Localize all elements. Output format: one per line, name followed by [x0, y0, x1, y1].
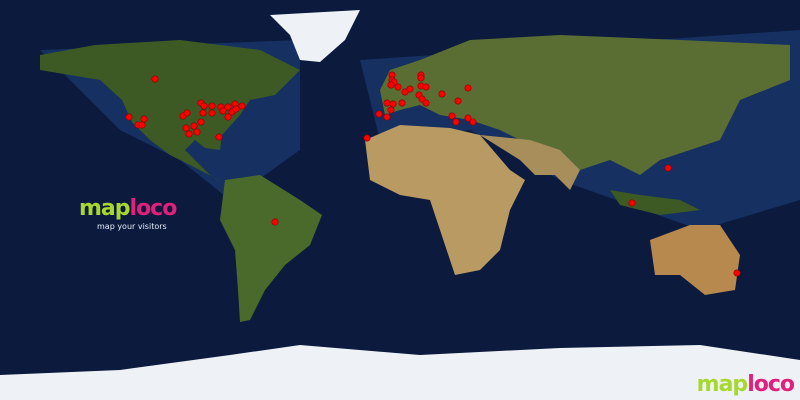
visitor-marker	[422, 99, 430, 107]
africa	[365, 125, 525, 275]
visitor-marker	[406, 85, 414, 93]
visitor-marker	[375, 110, 383, 118]
visitor-marker	[438, 90, 446, 98]
greenland	[270, 10, 360, 62]
visitor-marker	[469, 118, 477, 126]
visitor-marker	[185, 130, 193, 138]
visitor-marker	[193, 128, 201, 136]
maploco-corner-logo[interactable]: maploco	[696, 372, 795, 397]
visitor-marker	[125, 113, 133, 121]
visitor-marker	[138, 121, 146, 129]
visitor-marker	[448, 112, 456, 120]
visitor-marker	[215, 133, 223, 141]
visitor-marker	[199, 109, 207, 117]
visitor-marker	[383, 113, 391, 121]
visitor-marker	[271, 218, 279, 226]
antarctica	[0, 345, 800, 400]
logo-loco-text: loco	[129, 196, 178, 221]
visitor-marker	[238, 102, 246, 110]
visitor-markers	[125, 71, 741, 277]
visitor-marker	[140, 115, 148, 123]
arabia-india	[480, 135, 580, 190]
visitor-marker	[464, 84, 472, 92]
visitor-marker	[422, 83, 430, 91]
visitor-marker	[417, 74, 425, 82]
visitor-marker	[224, 103, 232, 111]
visitor-marker	[628, 199, 636, 207]
visitor-marker	[190, 122, 198, 130]
logo-map-text: map	[79, 196, 131, 221]
eurasia	[380, 35, 790, 175]
visitor-marker	[151, 75, 159, 83]
visitor-marker	[383, 99, 391, 107]
visitor-marker	[387, 81, 395, 89]
visitor-marker	[398, 99, 406, 107]
visitor-marker	[464, 114, 472, 122]
logo-tagline: map your visitors	[97, 222, 167, 231]
south-america	[220, 175, 322, 322]
visitor-marker	[363, 134, 371, 142]
australia	[650, 225, 740, 295]
visitor-marker	[387, 106, 395, 114]
visitor-marker	[389, 100, 397, 108]
north-america	[40, 40, 300, 185]
indonesia	[610, 190, 700, 215]
visitor-marker	[664, 164, 672, 172]
visitor-marker	[733, 269, 741, 277]
visitor-marker	[208, 109, 216, 117]
visitor-marker	[224, 113, 232, 121]
visitor-marker	[200, 102, 208, 110]
visitor-marker	[183, 109, 191, 117]
visitor-marker	[182, 124, 190, 132]
visitor-marker	[219, 107, 227, 115]
maploco-logo[interactable]: maploco	[79, 196, 178, 221]
corner-logo-map-text: map	[696, 372, 749, 397]
visitor-marker	[452, 118, 460, 126]
visitor-marker	[232, 105, 240, 113]
visitor-marker	[208, 102, 216, 110]
visitor-marker	[454, 97, 462, 105]
visitor-marker	[394, 83, 402, 91]
visitor-marker	[197, 118, 205, 126]
corner-logo-loco-text: loco	[747, 372, 795, 397]
land	[0, 10, 800, 400]
